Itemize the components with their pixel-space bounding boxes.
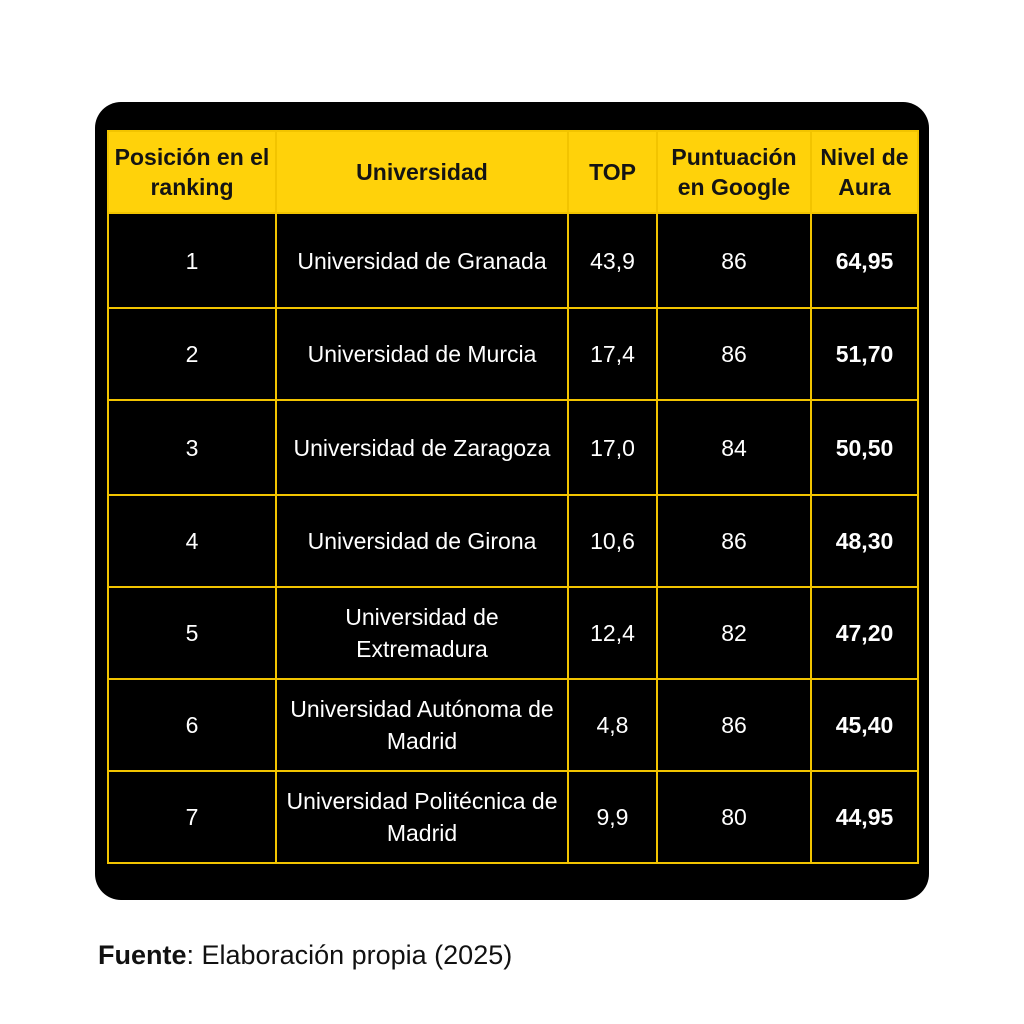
cell-posicion: 1: [107, 212, 277, 309]
cell-google: 86: [656, 307, 812, 401]
cell-top: 17,0: [567, 399, 658, 496]
cell-posicion: 3: [107, 399, 277, 496]
cell-top: 43,9: [567, 212, 658, 309]
table-row: 5 Universidad de Extremadura 12,4 82 47,…: [107, 586, 919, 680]
table-row: 2 Universidad de Murcia 17,4 86 51,70: [107, 307, 919, 401]
cell-universidad: Universidad de Zaragoza: [275, 399, 569, 496]
cell-top: 4,8: [567, 678, 658, 772]
table-row: 6 Universidad Autónoma de Madrid 4,8 86 …: [107, 678, 919, 772]
cell-posicion: 6: [107, 678, 277, 772]
cell-aura: 45,40: [810, 678, 919, 772]
cell-universidad: Universidad Autónoma de Madrid: [275, 678, 569, 772]
cell-aura: 44,95: [810, 770, 919, 864]
cell-aura: 47,20: [810, 586, 919, 680]
source-label: Fuente: [98, 940, 187, 970]
cell-posicion: 2: [107, 307, 277, 401]
cell-google: 86: [656, 678, 812, 772]
cell-aura: 48,30: [810, 494, 919, 588]
cell-top: 12,4: [567, 586, 658, 680]
cell-posicion: 4: [107, 494, 277, 588]
cell-universidad: Universidad de Girona: [275, 494, 569, 588]
table-row: 7 Universidad Politécnica de Madrid 9,9 …: [107, 770, 919, 864]
table-row: 1 Universidad de Granada 43,9 86 64,95: [107, 212, 919, 309]
cell-top: 9,9: [567, 770, 658, 864]
cell-google: 80: [656, 770, 812, 864]
cell-google: 82: [656, 586, 812, 680]
cell-aura: 51,70: [810, 307, 919, 401]
table-row: 3 Universidad de Zaragoza 17,0 84 50,50: [107, 399, 919, 496]
cell-google: 86: [656, 494, 812, 588]
table-row: 4 Universidad de Girona 10,6 86 48,30: [107, 494, 919, 588]
cell-google: 86: [656, 212, 812, 309]
table-header: Posición en el ranking Universidad TOP P…: [107, 130, 919, 214]
header-row: Posición en el ranking Universidad TOP P…: [107, 130, 919, 214]
header-posicion: Posición en el ranking: [107, 130, 277, 214]
table-body: 1 Universidad de Granada 43,9 86 64,95 2…: [107, 212, 919, 864]
cell-posicion: 7: [107, 770, 277, 864]
header-google: Puntuación en Google: [656, 130, 812, 214]
cell-top: 10,6: [567, 494, 658, 588]
header-aura: Nivel de Aura: [810, 130, 919, 214]
cell-universidad: Universidad de Granada: [275, 212, 569, 309]
cell-aura: 50,50: [810, 399, 919, 496]
cell-top: 17,4: [567, 307, 658, 401]
cell-posicion: 5: [107, 586, 277, 680]
cell-google: 84: [656, 399, 812, 496]
source-caption: Fuente: Elaboración propia (2025): [98, 940, 512, 971]
cell-universidad: Universidad de Extremadura: [275, 586, 569, 680]
header-universidad: Universidad: [275, 130, 569, 214]
cell-universidad: Universidad Politécnica de Madrid: [275, 770, 569, 864]
ranking-table: Posición en el ranking Universidad TOP P…: [107, 130, 919, 864]
source-text: : Elaboración propia (2025): [186, 940, 513, 970]
cell-universidad: Universidad de Murcia: [275, 307, 569, 401]
header-top: TOP: [567, 130, 658, 214]
cell-aura: 64,95: [810, 212, 919, 309]
